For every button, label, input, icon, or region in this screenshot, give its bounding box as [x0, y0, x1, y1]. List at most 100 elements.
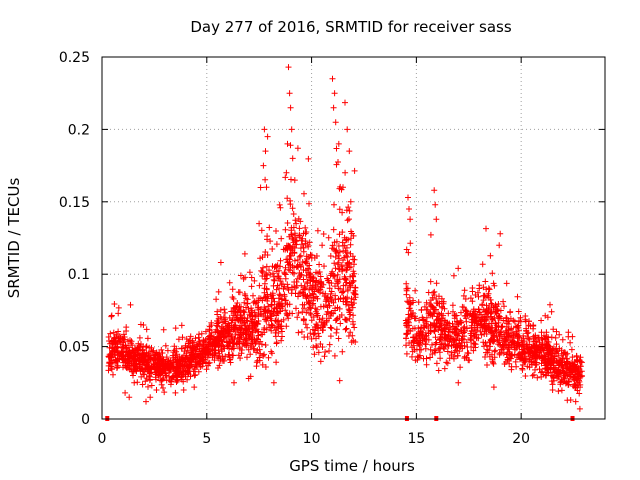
data-point: [269, 246, 276, 252]
data-point: [240, 275, 247, 282]
data-point: [496, 351, 503, 358]
data-point: [317, 341, 324, 347]
data-point: [161, 389, 168, 396]
data-point: [263, 184, 270, 191]
chart-title: Day 277 of 2016, SRMTID for receiver sas…: [190, 18, 511, 36]
data-point: [432, 201, 439, 208]
data-point: [208, 329, 215, 336]
data-point: [332, 265, 339, 272]
data-point: [302, 283, 308, 290]
data-point: [572, 398, 579, 405]
data-point: [165, 365, 171, 372]
data-point: [297, 252, 304, 259]
data-point: [262, 313, 269, 320]
data-point: [192, 371, 199, 378]
data-point: [549, 348, 556, 355]
data-point: [295, 310, 302, 316]
data-point: [172, 325, 179, 332]
data-point: [324, 308, 331, 315]
data-point: [333, 161, 340, 168]
data-point: [221, 357, 228, 364]
data-point: [108, 357, 115, 364]
data-point: [475, 335, 482, 342]
data-point: [576, 390, 583, 397]
data-point: [340, 184, 346, 191]
data-point: [302, 224, 309, 231]
data-point: [470, 308, 477, 315]
data-point: [221, 306, 228, 313]
data-point: [538, 317, 545, 324]
data-point: [268, 301, 275, 308]
data-point: [270, 282, 277, 289]
data-point: [136, 361, 143, 367]
data-point: [243, 295, 250, 302]
data-point: [526, 364, 533, 371]
data-point: [229, 286, 236, 293]
data-point: [411, 325, 418, 332]
data-point: [273, 228, 279, 234]
data-point: [283, 323, 290, 330]
data-point: [427, 346, 434, 353]
data-point: [218, 346, 225, 353]
data-point: [450, 323, 457, 330]
data-point: [200, 357, 207, 364]
data-point: [327, 253, 334, 259]
data-point: [495, 341, 502, 348]
data-point: [159, 376, 166, 383]
grid-lines: [102, 57, 605, 419]
data-point: [545, 334, 552, 341]
data-point: [300, 276, 307, 283]
data-point: [259, 331, 266, 338]
data-point: [279, 333, 285, 340]
data-point: [459, 303, 466, 310]
data-point: [441, 317, 448, 324]
data-point: [149, 348, 156, 355]
data-point: [483, 225, 489, 232]
data-point: [489, 270, 496, 277]
data-point: [299, 241, 306, 248]
data-point: [349, 253, 356, 260]
data-point: [189, 351, 195, 358]
data-point: [469, 298, 476, 305]
data-point: [172, 356, 179, 363]
data-point: [277, 301, 284, 308]
data-point: [221, 318, 228, 325]
data-point: [541, 335, 548, 342]
data-point: [418, 307, 425, 314]
data-point: [142, 378, 149, 385]
data-point: [178, 322, 185, 329]
data-point: [247, 351, 254, 358]
data-point: [350, 278, 357, 285]
data-point: [317, 289, 323, 296]
data-point: [507, 308, 514, 315]
data-point: [456, 340, 462, 347]
data-point: [343, 299, 350, 305]
data-point: [326, 315, 332, 322]
data-point: [350, 312, 357, 319]
data-point: [219, 354, 226, 360]
data-point: [291, 270, 297, 277]
data-point: [454, 352, 461, 359]
data-point: [237, 355, 244, 362]
data-point: [490, 359, 496, 366]
data-point: [226, 279, 233, 286]
data-point: [163, 364, 170, 371]
data-point: [292, 290, 299, 297]
data-point: [553, 350, 559, 357]
data-point: [474, 311, 481, 318]
data-point: [496, 242, 503, 249]
data-point: [291, 250, 298, 257]
data-point: [152, 366, 159, 373]
data-point: [559, 336, 566, 343]
data-point: [249, 329, 256, 336]
data-point: [238, 334, 245, 341]
data-point: [245, 306, 252, 312]
data-point: [561, 370, 568, 377]
data-point: [493, 310, 500, 317]
data-point: [299, 309, 306, 315]
data-point: [308, 317, 315, 324]
data-point: [514, 293, 521, 300]
data-point: [340, 282, 347, 289]
data-point: [429, 351, 436, 357]
